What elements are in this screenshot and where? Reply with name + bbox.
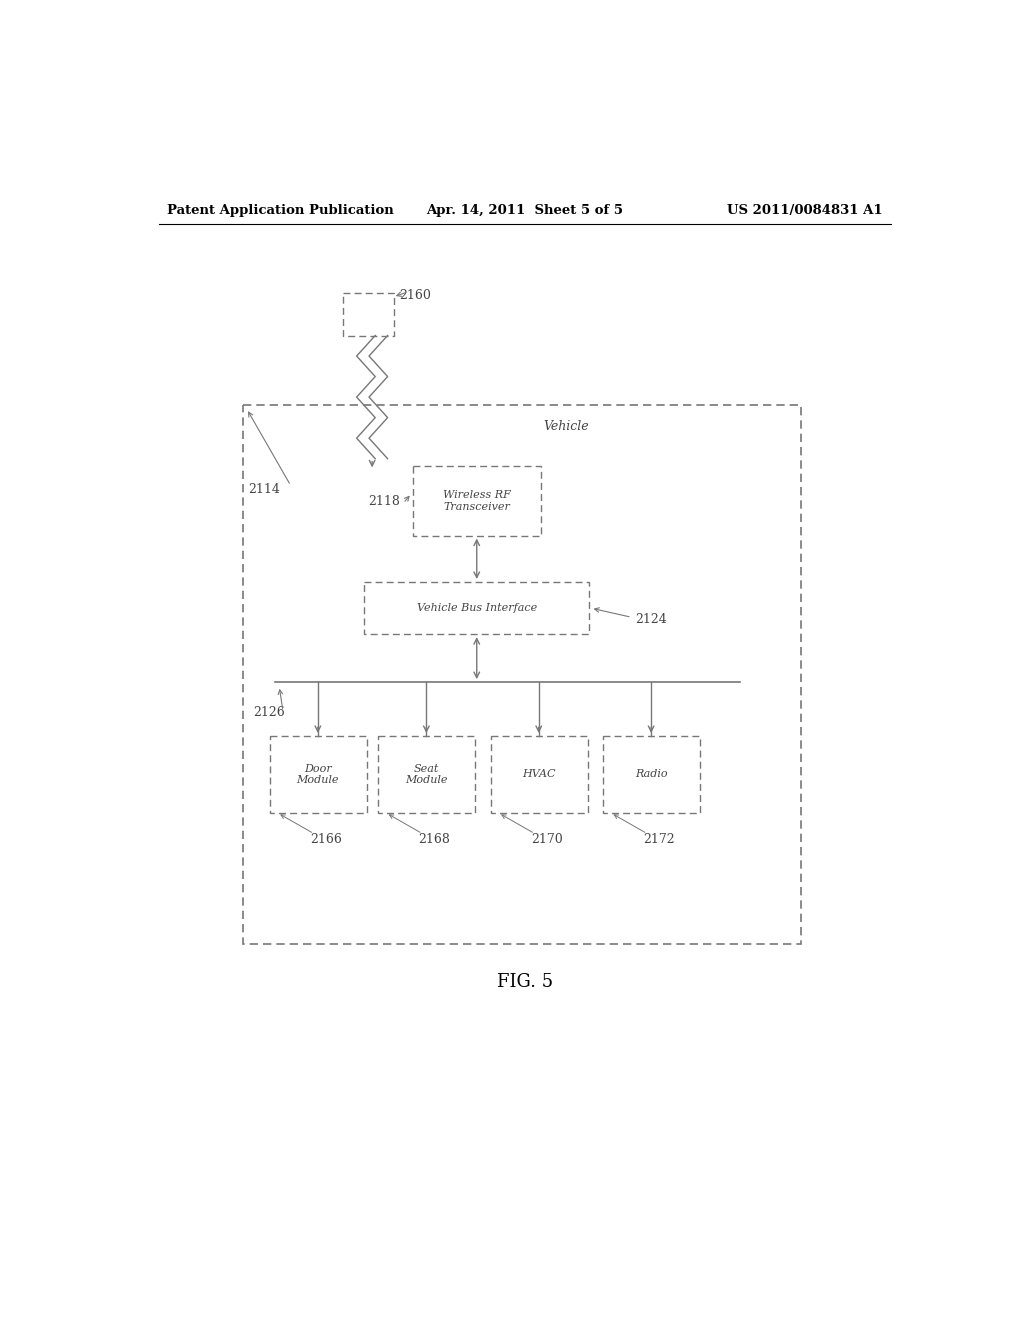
Bar	[378, 737, 475, 813]
Bar	[270, 737, 367, 813]
Text: 2170: 2170	[531, 833, 563, 846]
Text: 2168: 2168	[419, 833, 451, 846]
Text: Seat
Module: Seat Module	[406, 763, 447, 785]
Text: 2172: 2172	[643, 833, 675, 846]
Bar	[603, 737, 700, 813]
Text: 2166: 2166	[310, 833, 342, 846]
Bar	[490, 737, 588, 813]
Text: 2118: 2118	[369, 495, 400, 508]
Bar	[243, 405, 801, 944]
Text: 2124: 2124	[636, 612, 668, 626]
Text: FIG. 5: FIG. 5	[497, 973, 553, 991]
Text: 2114: 2114	[248, 483, 280, 496]
Text: Door
Module: Door Module	[297, 763, 339, 785]
Bar	[365, 582, 589, 635]
Text: US 2011/0084831 A1: US 2011/0084831 A1	[727, 205, 883, 218]
Text: Radio: Radio	[635, 770, 668, 779]
Text: Patent Application Publication: Patent Application Publication	[167, 205, 393, 218]
Text: Wireless RF
Transceiver: Wireless RF Transceiver	[442, 490, 511, 512]
Bar	[414, 466, 541, 536]
Bar	[343, 293, 394, 335]
Text: Apr. 14, 2011  Sheet 5 of 5: Apr. 14, 2011 Sheet 5 of 5	[426, 205, 624, 218]
Text: HVAC: HVAC	[522, 770, 555, 779]
Text: Vehicle: Vehicle	[544, 420, 589, 433]
Text: Vehicle Bus Interface: Vehicle Bus Interface	[417, 603, 537, 612]
Text: 2160: 2160	[399, 289, 431, 302]
Text: 2126: 2126	[254, 706, 286, 719]
